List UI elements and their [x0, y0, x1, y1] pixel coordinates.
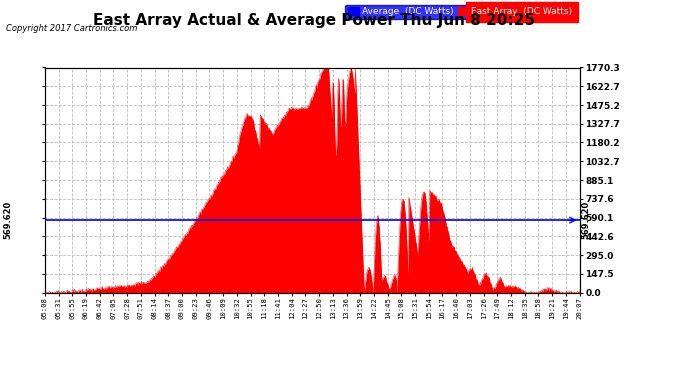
- Text: Copyright 2017 Cartronics.com: Copyright 2017 Cartronics.com: [6, 24, 137, 33]
- Text: East Array Actual & Average Power Thu Jun 8 20:25: East Array Actual & Average Power Thu Ju…: [93, 13, 535, 28]
- Text: 569.620: 569.620: [581, 201, 590, 239]
- Text: 569.620: 569.620: [3, 201, 13, 239]
- Legend: Average  (DC Watts), East Array  (DC Watts): Average (DC Watts), East Array (DC Watts…: [346, 4, 575, 19]
